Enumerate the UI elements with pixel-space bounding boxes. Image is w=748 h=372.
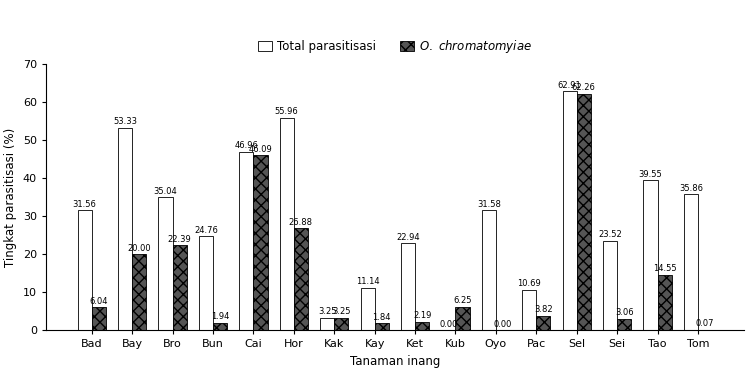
Bar: [118, 128, 132, 330]
Bar: [280, 118, 294, 330]
X-axis label: Tanaman inang: Tanaman inang: [349, 355, 440, 368]
Bar: [239, 152, 254, 330]
Bar: [522, 290, 536, 330]
Text: 31.58: 31.58: [477, 200, 500, 209]
Y-axis label: Tingkat parasitisasi (%): Tingkat parasitisasi (%): [4, 128, 17, 267]
Text: 6.04: 6.04: [90, 297, 108, 306]
Text: 35.04: 35.04: [153, 187, 177, 196]
Bar: [657, 275, 672, 330]
Text: 0.00: 0.00: [494, 320, 512, 329]
Text: 31.56: 31.56: [73, 200, 96, 209]
Bar: [415, 322, 429, 330]
Bar: [643, 180, 657, 330]
Text: 22.94: 22.94: [396, 232, 420, 241]
Text: 11.14: 11.14: [356, 278, 379, 286]
Text: 3.25: 3.25: [332, 307, 351, 317]
Bar: [562, 92, 577, 330]
Text: 0.00: 0.00: [439, 320, 458, 329]
Text: 24.76: 24.76: [194, 226, 218, 235]
Bar: [456, 307, 470, 330]
Bar: [401, 243, 415, 330]
Text: 22.39: 22.39: [168, 235, 191, 244]
Bar: [482, 210, 496, 330]
Bar: [375, 323, 389, 330]
Bar: [603, 241, 617, 330]
Bar: [577, 94, 591, 330]
Text: 1.94: 1.94: [211, 312, 229, 321]
Bar: [92, 307, 106, 330]
Bar: [361, 288, 375, 330]
Text: 46.09: 46.09: [248, 145, 272, 154]
Text: 46.96: 46.96: [234, 141, 258, 150]
Text: 53.33: 53.33: [113, 117, 137, 126]
Text: 6.25: 6.25: [453, 296, 472, 305]
Text: 62.91: 62.91: [558, 81, 581, 90]
Bar: [173, 245, 187, 330]
Text: 23.52: 23.52: [598, 230, 622, 240]
Text: 20.00: 20.00: [127, 244, 151, 253]
Bar: [159, 197, 173, 330]
Bar: [536, 316, 551, 330]
Bar: [132, 254, 147, 330]
Legend: Total parasitisasi, $\it{O.\ chromatomyiae}$: Total parasitisasi, $\it{O.\ chromatomyi…: [254, 33, 536, 60]
Bar: [78, 211, 92, 330]
Text: 2.19: 2.19: [413, 311, 432, 320]
Bar: [213, 323, 227, 330]
Text: 39.55: 39.55: [639, 170, 662, 179]
Text: 35.86: 35.86: [679, 183, 703, 193]
Bar: [199, 236, 213, 330]
Text: 0.07: 0.07: [696, 320, 714, 328]
Text: 62.26: 62.26: [572, 83, 595, 92]
Bar: [684, 194, 698, 330]
Text: 55.96: 55.96: [275, 107, 298, 116]
Bar: [254, 155, 268, 330]
Text: 26.88: 26.88: [289, 218, 313, 227]
Text: 1.84: 1.84: [373, 313, 391, 322]
Bar: [617, 319, 631, 330]
Text: 3.82: 3.82: [534, 305, 553, 314]
Text: 14.55: 14.55: [653, 264, 676, 273]
Bar: [320, 318, 334, 330]
Bar: [334, 318, 349, 330]
Bar: [294, 228, 308, 330]
Text: 10.69: 10.69: [518, 279, 541, 288]
Text: 3.25: 3.25: [318, 307, 337, 317]
Text: 3.06: 3.06: [615, 308, 634, 317]
